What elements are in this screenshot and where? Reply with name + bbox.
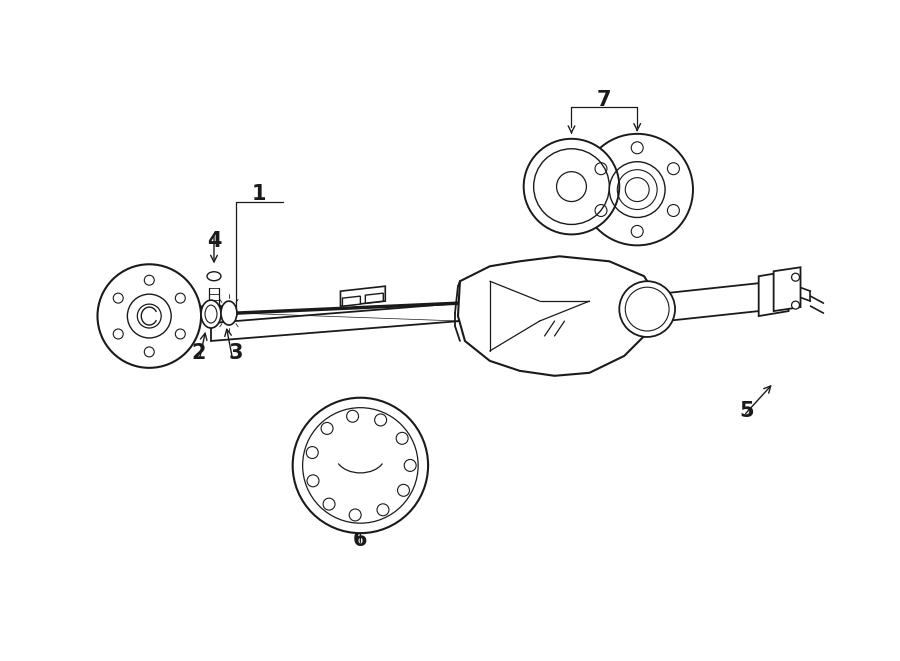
Circle shape [792,273,799,281]
Text: 7: 7 [597,90,612,110]
Circle shape [619,281,675,337]
Ellipse shape [221,301,237,325]
Polygon shape [759,271,788,316]
Circle shape [524,139,619,235]
Circle shape [581,134,693,245]
Ellipse shape [201,300,221,328]
Text: 6: 6 [353,530,367,550]
Text: 5: 5 [740,401,754,420]
Circle shape [792,301,799,309]
Circle shape [128,294,171,338]
Text: 2: 2 [192,343,206,363]
Text: 4: 4 [207,231,221,251]
Circle shape [292,398,428,533]
Polygon shape [343,296,360,306]
Polygon shape [774,267,800,311]
Polygon shape [340,286,385,306]
Text: 1: 1 [252,184,266,204]
Circle shape [626,287,669,331]
Polygon shape [365,293,383,303]
Circle shape [97,264,201,368]
Text: 3: 3 [229,343,243,363]
Polygon shape [458,256,659,376]
Ellipse shape [207,272,221,281]
